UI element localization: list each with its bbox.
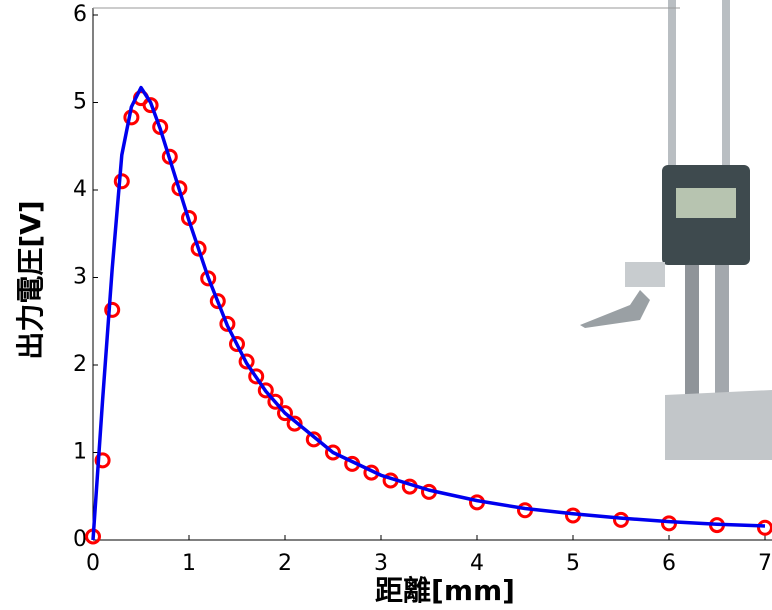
y-tick-label: 3	[73, 265, 87, 290]
data-point	[142, 97, 159, 114]
x-tick-label: 0	[86, 551, 100, 576]
data-point	[267, 393, 284, 410]
data-point	[113, 173, 130, 190]
x-tick-label: 7	[758, 551, 772, 576]
x-tick-label: 2	[278, 551, 292, 576]
data-point	[219, 315, 236, 332]
x-axis-label: 距離[mm]	[375, 574, 515, 607]
x-tick-label: 6	[662, 551, 676, 576]
y-tick-label: 0	[73, 527, 87, 552]
data-point	[94, 452, 111, 469]
y-tick-label: 2	[73, 352, 87, 377]
data-point	[277, 405, 293, 422]
height-gauge-image	[580, 0, 772, 460]
x-tick-label: 1	[182, 551, 196, 576]
data-point	[104, 301, 121, 318]
data-point	[248, 368, 265, 385]
line-series	[91, 85, 766, 541]
data-point	[229, 336, 245, 352]
x-tick-label: 4	[470, 551, 484, 576]
y-axis-label: 出力電圧[V]	[14, 200, 47, 359]
y-tick-label: 1	[73, 440, 87, 465]
data-point	[238, 353, 255, 370]
x-tick-label: 3	[374, 551, 388, 576]
y-tick-label: 4	[73, 177, 87, 202]
data-point	[325, 444, 341, 461]
data-point	[286, 415, 303, 432]
data-point	[257, 382, 274, 399]
data-point	[200, 270, 217, 287]
y-tick-label: 5	[73, 90, 87, 115]
data-point	[757, 519, 772, 536]
data-point	[190, 240, 207, 257]
data-point	[305, 431, 322, 448]
y-tick-label: 6	[73, 2, 87, 27]
data-point	[209, 293, 226, 310]
x-tick-label: 5	[566, 551, 580, 576]
